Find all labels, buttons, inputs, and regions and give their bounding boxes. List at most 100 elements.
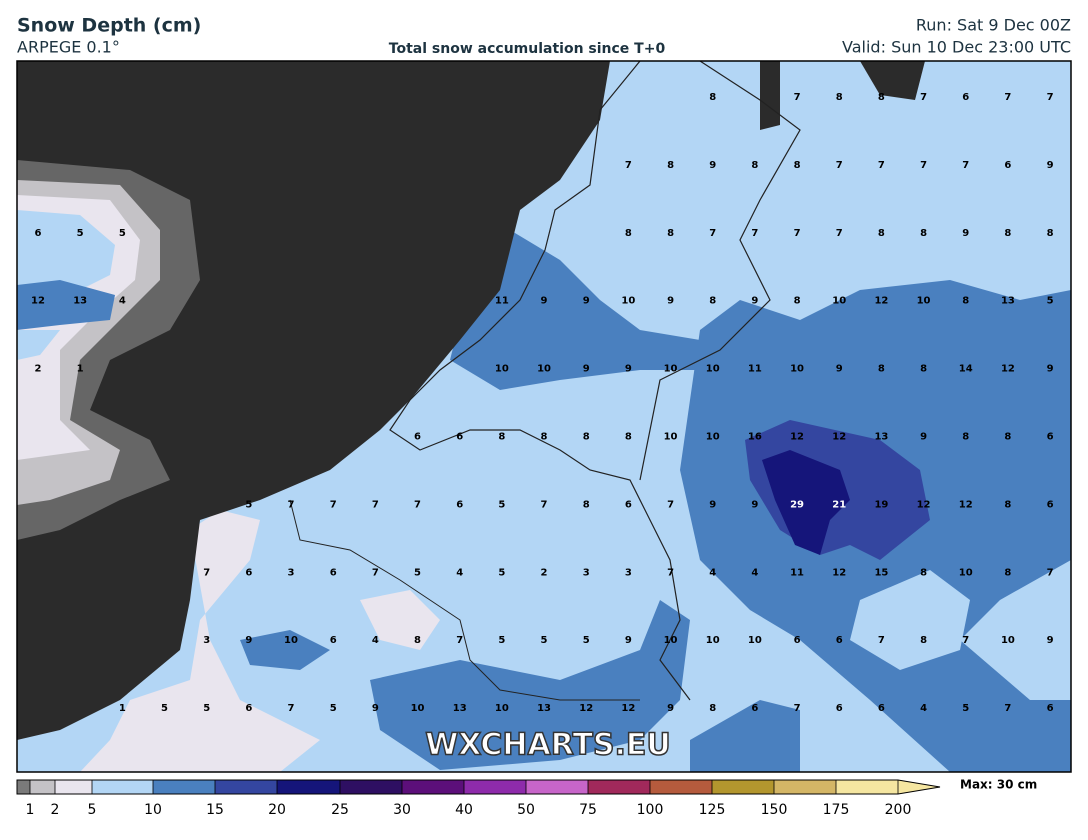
- grid-value: 10: [706, 364, 720, 375]
- grid-value: 8: [625, 228, 632, 239]
- grid-value: 7: [456, 635, 463, 646]
- colorbar-label: 50: [517, 802, 535, 818]
- colorbar-label: 125: [699, 802, 726, 818]
- grid-value: 6: [456, 499, 463, 510]
- grid-value: 10: [664, 635, 678, 646]
- colorbar-label: 15: [206, 802, 224, 818]
- grid-value: 16: [748, 432, 762, 443]
- grid-value: 1: [77, 364, 84, 375]
- max-label: Max: 30 cm: [960, 778, 1037, 792]
- colorbar-segment: [277, 780, 340, 794]
- colorbar-segment: [774, 780, 836, 794]
- grid-value: 8: [583, 432, 590, 443]
- grid-value: 9: [245, 635, 252, 646]
- grid-value: 6: [330, 635, 337, 646]
- grid-value: 8: [498, 432, 505, 443]
- grid-value: 5: [498, 567, 505, 578]
- grid-value: 13: [453, 703, 467, 714]
- grid-value: 12: [917, 499, 931, 510]
- grid-value: 12: [790, 432, 804, 443]
- grid-value: 8: [709, 296, 716, 307]
- grid-value: 5: [583, 635, 590, 646]
- grid-value: 12: [579, 703, 593, 714]
- grid-value: 10: [411, 703, 425, 714]
- grid-value: 7: [288, 703, 295, 714]
- grid-value: 9: [920, 432, 927, 443]
- grid-value: 12: [832, 567, 846, 578]
- grid-value: 19: [874, 499, 888, 510]
- colorbar-segment: [588, 780, 650, 794]
- colorbar-segment: [55, 780, 92, 794]
- colorbar-segment: [836, 780, 940, 794]
- grid-value: 8: [794, 296, 801, 307]
- grid-value: 11: [495, 296, 509, 307]
- grid-value: 29: [790, 499, 804, 510]
- grid-value: 8: [625, 432, 632, 443]
- grid-value: 4: [119, 296, 126, 307]
- grid-value: 6: [245, 567, 252, 578]
- grid-value: 10: [495, 364, 509, 375]
- grid-value: 9: [625, 364, 632, 375]
- colorbar-segment: [464, 780, 526, 794]
- grid-value: 9: [751, 296, 758, 307]
- grid-value: 6: [414, 432, 421, 443]
- grid-value: 10: [959, 567, 973, 578]
- colorbar-label: 175: [823, 802, 850, 818]
- grid-value: 8: [667, 160, 674, 171]
- grid-value: 7: [667, 567, 674, 578]
- grid-value: 9: [1047, 160, 1054, 171]
- grid-value: 6: [751, 703, 758, 714]
- colorbar-segment: [92, 780, 153, 794]
- grid-value: 6: [1047, 703, 1054, 714]
- grid-value: 11: [790, 567, 804, 578]
- grid-value: 7: [1047, 567, 1054, 578]
- colorbar-segment: [17, 780, 30, 794]
- grid-value: 7: [920, 92, 927, 103]
- grid-values: 8 7 8 8 7 6 7 77 8 9 8 8 7 7 7 7 6 96 5 5 8 8 7 7 7 7 8 8 9 8 812 13 4 11…: [31, 92, 1054, 714]
- grid-value: 13: [537, 703, 551, 714]
- colorbar-segment: [650, 780, 712, 794]
- grid-value: 10: [537, 364, 551, 375]
- grid-value: 13: [874, 432, 888, 443]
- run: Run: Sat 9 Dec 00Z: [916, 16, 1071, 35]
- grid-value: 6: [1004, 160, 1011, 171]
- grid-value: 12: [31, 296, 45, 307]
- grid-value: 3: [625, 567, 632, 578]
- grid-value: 8: [751, 160, 758, 171]
- grid-value: 7: [203, 567, 210, 578]
- grid-value: 5: [541, 635, 548, 646]
- colorbar-segment: [712, 780, 774, 794]
- grid-value: 7: [836, 228, 843, 239]
- grid-value: 9: [583, 364, 590, 375]
- grid-value: 7: [372, 499, 379, 510]
- grid-value: 5: [498, 635, 505, 646]
- colorbar-label: 5: [88, 802, 97, 818]
- grid-value: 6: [35, 228, 42, 239]
- grid-value: 2: [35, 364, 42, 375]
- colorbar-label: 1: [26, 802, 35, 818]
- colorbar-segment: [215, 780, 277, 794]
- grid-value: 9: [541, 296, 548, 307]
- colorbar-label: 200: [885, 802, 912, 818]
- grid-value: 7: [709, 228, 716, 239]
- grid-value: 7: [330, 499, 337, 510]
- grid-value: 8: [541, 432, 548, 443]
- grid-value: 7: [836, 160, 843, 171]
- colorbar-segment: [402, 780, 464, 794]
- grid-value: 6: [1047, 432, 1054, 443]
- grid-value: 5: [77, 228, 84, 239]
- grid-value: 4: [920, 703, 927, 714]
- grid-value: 5: [203, 703, 210, 714]
- grid-value: 10: [832, 296, 846, 307]
- grid-value: 11: [748, 364, 762, 375]
- grid-value: 12: [1001, 364, 1015, 375]
- grid-value: 7: [794, 92, 801, 103]
- colorbar-label: 75: [579, 802, 597, 818]
- grid-value: 7: [751, 228, 758, 239]
- title: Snow Depth (cm): [17, 15, 201, 37]
- grid-value: 6: [836, 703, 843, 714]
- model: ARPEGE 0.1°: [17, 38, 120, 57]
- grid-value: 1: [119, 703, 126, 714]
- grid-value: 7: [1004, 92, 1011, 103]
